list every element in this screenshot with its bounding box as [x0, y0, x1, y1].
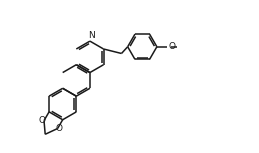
Text: O: O: [39, 116, 46, 125]
Text: N: N: [88, 31, 95, 40]
Text: O: O: [168, 42, 175, 51]
Text: O: O: [56, 124, 63, 133]
